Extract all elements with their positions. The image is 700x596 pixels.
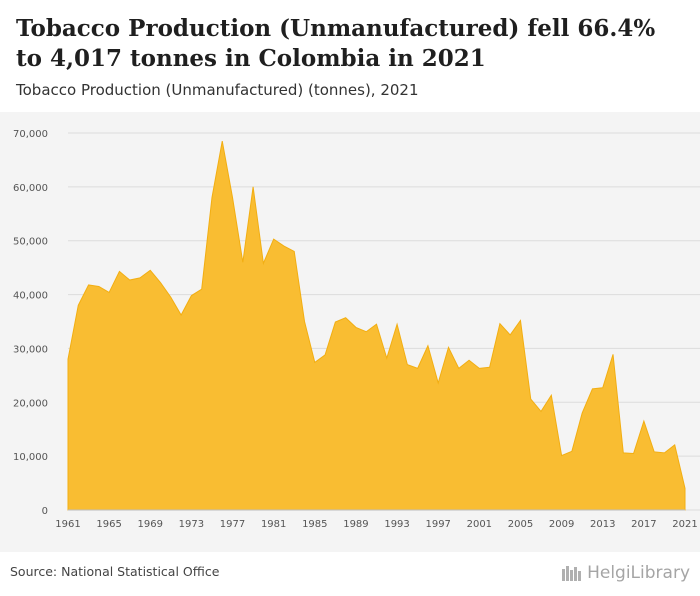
x-tick-label: 2001: [467, 519, 492, 530]
x-tick-label: 1961: [55, 519, 80, 530]
x-tick-label: 2021: [672, 519, 697, 530]
y-tick-label: 20,000: [13, 398, 48, 409]
footer: Source: National Statistical Office Helg…: [0, 552, 700, 596]
x-tick-label: 1993: [384, 519, 409, 530]
y-tick-label: 70,000: [13, 129, 48, 140]
x-tick-label: 1965: [96, 519, 121, 530]
chart-title: Tobacco Production (Unmanufactured) fell…: [16, 15, 656, 72]
chart-subtitle: Tobacco Production (Unmanufactured) (ton…: [16, 81, 419, 99]
y-tick-label: 10,000: [13, 452, 48, 463]
source-note: Source: National Statistical Office: [10, 564, 220, 579]
x-tick-label: 2005: [508, 519, 533, 530]
x-tick-label: 1985: [302, 519, 327, 530]
x-tick-label: 2009: [549, 519, 574, 530]
x-tick-label: 1981: [261, 519, 286, 530]
header: Tobacco Production (Unmanufactured) fell…: [0, 0, 700, 112]
library-icon: [562, 566, 582, 581]
x-tick-label: 1969: [138, 519, 163, 530]
y-tick-label: 50,000: [13, 237, 48, 248]
x-tick-label: 1989: [343, 519, 368, 530]
y-tick-label: 0: [42, 506, 48, 517]
x-tick-label: 2017: [631, 519, 656, 530]
y-tick-label: 30,000: [13, 344, 48, 355]
y-tick-label: 40,000: [13, 291, 48, 302]
x-tick-label: 1973: [179, 519, 204, 530]
y-tick-label: 60,000: [13, 183, 48, 194]
area-chart: 0 10,000 20,000 30,000 40,000 50,000 60,000 70,…: [13, 129, 700, 530]
logo-text: HelgiLibrary: [587, 563, 690, 583]
x-tick-label: 1997: [425, 519, 450, 530]
chart-area: 0 10,000 20,000 30,000 40,000 50,000 60,000 70,…: [0, 112, 700, 552]
area-series: [67, 140, 686, 511]
x-tick-label: 1977: [220, 519, 245, 530]
helgilibrary-logo: HelgiLibrary: [561, 560, 690, 586]
x-tick-label: 2013: [590, 519, 615, 530]
